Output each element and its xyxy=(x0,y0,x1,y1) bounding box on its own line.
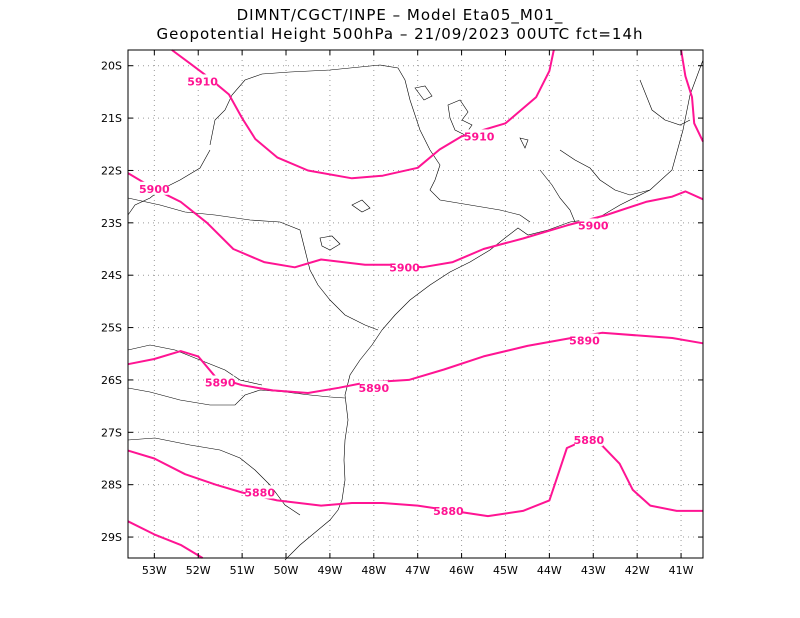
y-tick-label: 23S xyxy=(101,217,122,230)
contour-label-bg xyxy=(570,333,599,347)
x-tick-label: 48W xyxy=(361,564,386,577)
x-tick-label: 51W xyxy=(230,564,255,577)
x-tick-label: 47W xyxy=(405,564,430,577)
contour-label: 5890 xyxy=(358,382,389,395)
contour-label-bg xyxy=(574,433,603,447)
coastline xyxy=(284,59,704,561)
contour-label: 5900 xyxy=(578,219,609,232)
grid-lines xyxy=(128,50,703,558)
contour-line xyxy=(171,49,555,180)
y-tick-label: 27S xyxy=(101,426,122,439)
lake xyxy=(414,85,433,101)
lake xyxy=(447,99,473,136)
contour-label: 5910 xyxy=(464,130,495,143)
state-border xyxy=(539,169,576,223)
coastline-and-borders xyxy=(127,59,704,561)
state-border xyxy=(127,197,379,331)
contour-label-bg xyxy=(390,260,419,274)
y-tick-label: 26S xyxy=(101,374,122,387)
state-border xyxy=(639,79,691,126)
contour-label: 5880 xyxy=(574,434,605,447)
contour-label: 5890 xyxy=(569,335,600,348)
lake xyxy=(319,235,341,251)
y-tick-label: 29S xyxy=(101,531,122,544)
lake xyxy=(351,199,371,213)
contour-label-bg xyxy=(245,485,274,499)
x-tick-label: 45W xyxy=(493,564,518,577)
contour-label: 5900 xyxy=(139,183,170,196)
y-tick-label: 28S xyxy=(101,479,122,492)
contour-line xyxy=(127,520,204,559)
y-tick-label: 20S xyxy=(101,60,122,73)
state-border xyxy=(209,64,531,223)
y-tick-label: 22S xyxy=(101,164,122,177)
plot-frame xyxy=(127,49,704,559)
lake xyxy=(519,137,529,149)
contour-label: 5900 xyxy=(389,261,420,274)
x-tick-label: 49W xyxy=(317,564,342,577)
chart-title-line1: DIMNT/CGCT/INPE – Model Eta05_M01_ xyxy=(236,6,564,24)
x-tick-label: 42W xyxy=(625,564,650,577)
state-border xyxy=(127,387,346,406)
x-tick-label: 53W xyxy=(142,564,167,577)
contour-line xyxy=(127,439,703,518)
contour-label-bg xyxy=(206,375,235,389)
x-tick-label: 46W xyxy=(449,564,474,577)
state-border xyxy=(127,437,301,516)
contour-label-bg xyxy=(434,503,463,517)
geopotential-contours: 5910 5910 5900 5900 5900 5890 5890 5890 5880 5880… xyxy=(127,49,704,559)
x-tick-label: 50W xyxy=(274,564,299,577)
chart-title-line2: Geopotential Height 500hPa – 21/09/2023 … xyxy=(156,25,644,43)
contour-label: 5910 xyxy=(187,75,218,88)
contour-label: 5880 xyxy=(433,505,464,518)
x-tick-label: 52W xyxy=(186,564,211,577)
contour-label-bg xyxy=(579,218,608,232)
state-border xyxy=(559,149,651,196)
contour-label-bg xyxy=(188,74,217,88)
contour-label: 5890 xyxy=(205,377,236,390)
x-axis-ticks: 53W 52W 51W 50W 49W 48W 47W 46W 45W 44W 43W 42W 41W xyxy=(142,50,694,577)
contour-label: 5880 xyxy=(244,487,275,500)
y-axis-ticks: 20S 21S 22S 23S 24S 25S 26S 27S 28S 29S xyxy=(101,60,703,544)
contour-line xyxy=(127,172,704,269)
x-tick-label: 41W xyxy=(669,564,694,577)
y-tick-label: 21S xyxy=(101,112,122,125)
x-tick-label: 44W xyxy=(537,564,562,577)
y-tick-label: 24S xyxy=(101,269,122,282)
y-tick-label: 25S xyxy=(101,322,122,335)
contour-label-bg xyxy=(465,129,494,143)
contour-label-bg xyxy=(359,380,388,394)
x-tick-label: 43W xyxy=(581,564,606,577)
contour-line xyxy=(680,49,704,143)
contour-label-bg xyxy=(140,181,169,195)
